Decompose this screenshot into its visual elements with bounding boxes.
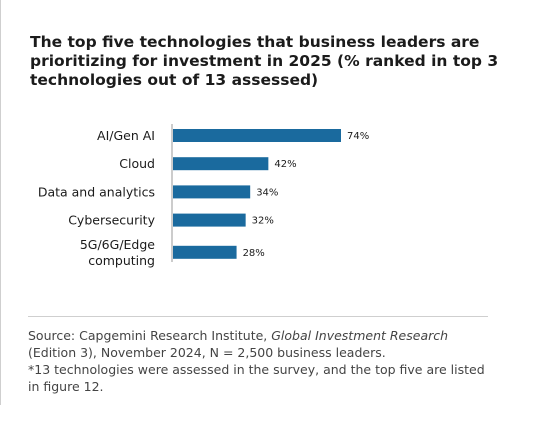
category-label-0: AI/Gen AI <box>97 128 155 143</box>
footer-divider <box>28 316 488 317</box>
source-note: Source: Capgemini Research Institute, Gl… <box>28 327 498 361</box>
category-label-1: Cloud <box>119 156 155 171</box>
value-label-0: 74% <box>347 131 369 142</box>
survey-note: *13 technologies were assessed in the su… <box>28 362 485 394</box>
source-prefix: Source: Capgemini Research Institute, <box>28 328 272 343</box>
bar-1 <box>173 157 269 171</box>
chart-footer: Source: Capgemini Research Institute, Gl… <box>28 327 498 395</box>
bar-chart: 74% AI/Gen AI 42% Cloud 34% Data and analytic… <box>38 124 369 268</box>
value-label-2: 34% <box>256 187 278 198</box>
source-suffix: (Edition 3), November 2024, N = 2,500 bu… <box>28 345 386 360</box>
bar-4 <box>173 245 237 259</box>
bars-group: 74% AI/Gen AI 42% Cloud 34% Data and analytic… <box>38 128 369 268</box>
bar-3 <box>173 213 246 227</box>
category-label-2: Data and analytics <box>38 184 155 199</box>
category-label-4: 5G/6G/Edge computing <box>80 237 155 268</box>
left-rule <box>0 0 1 405</box>
category-label-3: Cybersecurity <box>68 213 155 228</box>
value-label-4: 28% <box>243 248 265 259</box>
bar-2 <box>173 185 251 199</box>
value-label-1: 42% <box>274 159 296 170</box>
source-title: Global Investment Research <box>271 328 449 343</box>
bar-0 <box>173 129 341 142</box>
value-label-3: 32% <box>252 216 274 227</box>
chart-title: The top five technologies that business … <box>30 33 499 89</box>
